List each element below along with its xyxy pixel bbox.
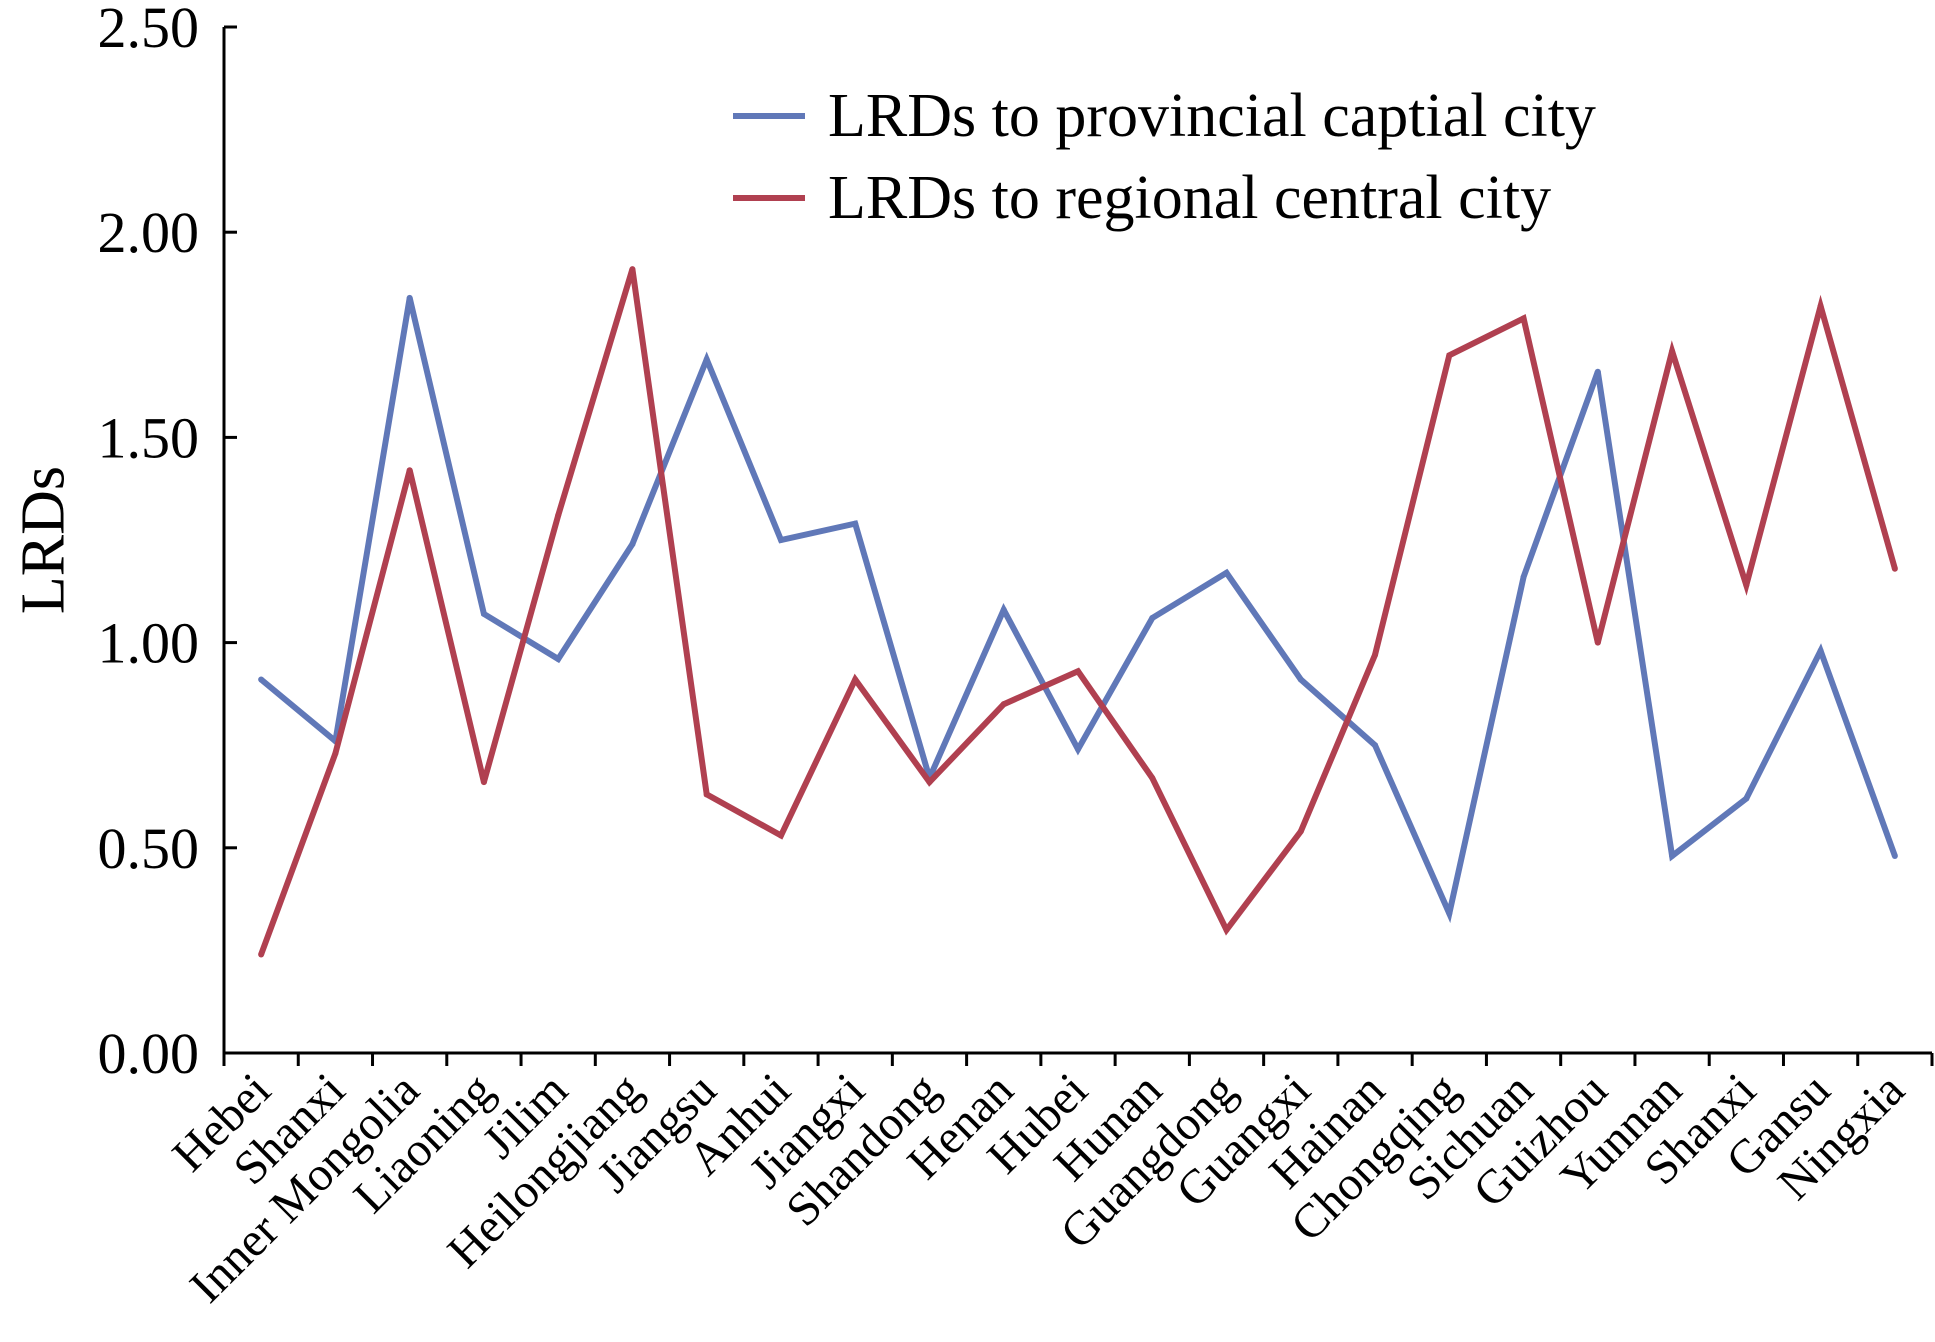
data-point xyxy=(1372,742,1379,749)
data-point xyxy=(1446,910,1453,917)
data-point xyxy=(629,266,636,273)
legend: LRDs to provincial captial city LRDs to r… xyxy=(733,82,1596,232)
data-point xyxy=(777,537,784,543)
data-point xyxy=(258,951,265,958)
data-point xyxy=(1446,352,1453,359)
data-point xyxy=(1297,828,1304,835)
data-point xyxy=(1669,853,1676,860)
series-layer xyxy=(258,266,1898,958)
data-point xyxy=(1149,614,1156,621)
data-point xyxy=(1223,569,1230,576)
data-point xyxy=(1520,573,1527,580)
data-point xyxy=(1743,795,1750,802)
data-point xyxy=(1891,853,1898,860)
series-line-1 xyxy=(259,297,1898,924)
y-tick-label: 2.00 xyxy=(98,200,200,265)
data-point xyxy=(1372,651,1379,658)
legend-label: LRDs to provincial captial city xyxy=(828,82,1596,150)
data-point xyxy=(406,467,413,474)
data-point xyxy=(555,656,562,663)
data-point xyxy=(1000,701,1007,708)
data-point xyxy=(1000,606,1007,613)
data-point xyxy=(1075,746,1081,753)
data-point xyxy=(852,676,859,683)
data-point xyxy=(258,676,265,683)
data-point xyxy=(555,512,562,519)
data-point xyxy=(1594,639,1601,646)
data-point xyxy=(852,520,859,527)
data-point xyxy=(1075,668,1081,675)
data-point xyxy=(1743,582,1750,589)
data-point xyxy=(777,832,784,839)
y-tick-label: 2.50 xyxy=(98,0,200,60)
data-point xyxy=(1817,303,1824,310)
data-point xyxy=(1891,565,1898,572)
data-point xyxy=(629,541,636,548)
y-tick-label: 0.50 xyxy=(98,816,200,881)
y-tick-label: 1.50 xyxy=(98,405,200,470)
data-point xyxy=(926,779,933,786)
data-point xyxy=(480,610,487,617)
series-line-2 xyxy=(258,268,1898,956)
legend-label: LRDs to regional central city xyxy=(828,164,1551,232)
data-point xyxy=(1669,348,1676,355)
data-point xyxy=(480,779,487,786)
data-point xyxy=(332,750,339,757)
data-point xyxy=(1223,926,1230,933)
data-point xyxy=(1297,676,1304,683)
data-point xyxy=(406,294,413,301)
data-point xyxy=(1149,775,1156,782)
data-point xyxy=(1594,368,1601,375)
y-axis-ticks: 0.00 0.50 1.00 1.50 2.00 2.50 xyxy=(98,0,237,1086)
y-tick-label: 1.00 xyxy=(98,611,200,676)
y-tick-label: 0.00 xyxy=(98,1021,200,1086)
data-point xyxy=(703,791,710,798)
data-point xyxy=(703,356,710,363)
data-point xyxy=(1520,315,1527,322)
y-axis-title: LRDs xyxy=(10,466,78,614)
data-point xyxy=(1817,647,1824,654)
